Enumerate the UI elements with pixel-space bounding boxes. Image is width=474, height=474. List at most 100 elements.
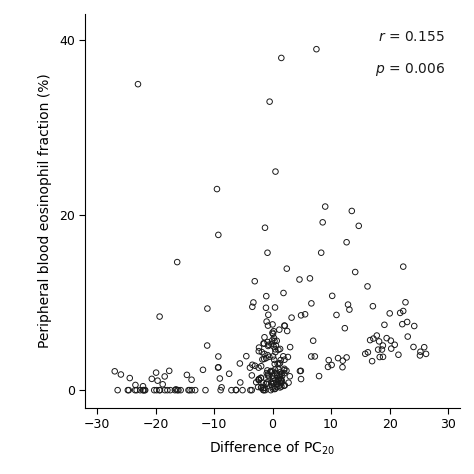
Point [134,81,142,88]
Point [270,379,277,387]
Point [215,364,222,371]
Point [159,381,166,388]
Point [188,386,196,394]
Point [236,360,244,367]
Point [273,379,280,386]
Point [183,371,191,379]
Point [400,263,407,271]
Point [264,342,272,350]
Point [400,307,407,315]
Point [391,341,399,348]
Point [270,380,277,387]
Point [267,386,274,394]
Point [321,203,329,210]
Point [272,348,279,356]
Point [297,311,305,319]
Point [277,377,284,384]
Point [313,46,320,53]
Point [266,98,273,105]
Point [213,185,221,193]
Text: $p$ = 0.006: $p$ = 0.006 [374,62,445,78]
Point [171,386,179,394]
Point [259,386,267,394]
Point [281,365,288,373]
Point [164,386,171,394]
Point [264,322,272,329]
Point [262,380,270,388]
Point [154,377,161,384]
Point [264,372,272,379]
Point [269,375,277,383]
Point [114,386,121,394]
Point [132,381,139,389]
Point [276,345,284,353]
Point [276,359,284,367]
Point [281,322,289,329]
Point [296,276,303,283]
Point [275,382,283,390]
Point [257,374,265,382]
Point [310,337,317,345]
Point [185,386,192,394]
Point [346,306,353,313]
Point [403,318,411,326]
Point [366,337,374,344]
Point [232,386,240,393]
Point [273,383,280,391]
Point [271,385,279,392]
Point [401,299,409,306]
Point [117,371,125,378]
Point [271,337,278,345]
Point [270,334,278,342]
Y-axis label: Peripheral blood eosinophil fraction (%): Peripheral blood eosinophil fraction (%) [38,73,52,348]
Point [268,383,276,391]
Point [271,370,278,377]
Point [148,375,155,383]
Point [251,362,259,370]
Point [199,366,207,374]
Point [239,386,246,394]
Point [288,314,295,321]
Point [265,341,273,348]
Point [339,364,346,371]
Point [343,238,350,246]
Point [257,374,264,382]
Point [131,386,139,394]
Point [383,334,391,342]
Point [410,343,417,351]
Point [262,304,270,311]
Point [369,302,377,310]
Point [218,383,225,391]
Point [275,376,283,384]
Point [232,386,240,394]
Point [333,311,340,319]
Point [264,366,271,374]
Point [315,372,323,380]
Point [243,352,250,360]
Point [261,224,269,231]
Point [274,365,282,373]
Point [267,367,274,375]
Point [275,375,283,383]
Point [161,386,169,394]
Point [268,337,276,344]
Point [396,309,404,317]
Point [237,379,244,386]
Point [276,383,284,391]
Point [269,367,276,375]
Point [204,305,211,312]
Point [387,345,395,353]
X-axis label: Difference of PC$_{20}$: Difference of PC$_{20}$ [210,439,336,457]
Point [246,364,254,372]
Point [166,386,174,394]
Point [280,289,287,297]
Point [278,372,286,380]
Point [217,386,224,394]
Point [278,379,285,387]
Point [225,370,233,378]
Point [263,318,270,325]
Point [273,337,281,345]
Point [334,355,342,362]
Point [141,386,149,394]
Point [278,54,285,62]
